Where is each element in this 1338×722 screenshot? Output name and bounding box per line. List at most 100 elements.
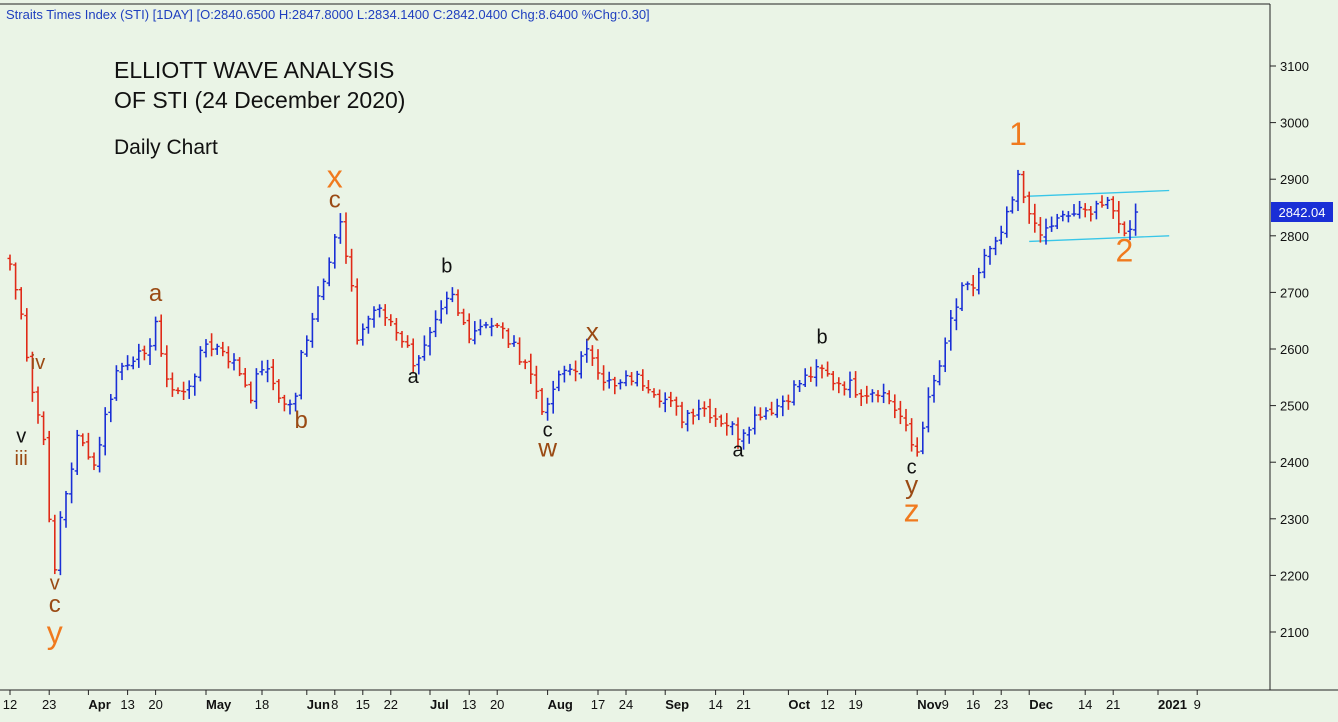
symbol-info-header: Straits Times Index (STI) [1DAY] [O:2840… (6, 7, 650, 22)
ohlc-bar (774, 398, 780, 418)
wave-label: a (732, 440, 744, 462)
ohlc-bar (998, 225, 1004, 245)
wave-label: x (327, 159, 343, 195)
ohlc-bar (892, 394, 898, 419)
ohlc-bar (914, 437, 920, 457)
ohlc-bar (550, 380, 556, 414)
x-tick-label: Oct (788, 697, 810, 712)
ohlc-bar (1093, 200, 1099, 220)
ohlc-bar (953, 298, 959, 331)
ohlc-bar (382, 304, 388, 326)
ohlc-bars (7, 169, 1139, 576)
ohlc-bar (1077, 200, 1083, 219)
ohlc-bar (449, 287, 455, 303)
y-tick-label: 2800 (1280, 229, 1309, 244)
x-tick-label: 22 (384, 697, 398, 712)
ohlc-bar (578, 351, 584, 379)
ohlc-bar (1071, 204, 1077, 217)
ohlc-bar (35, 386, 41, 424)
ohlc-bar (136, 343, 142, 368)
ohlc-bar (584, 338, 590, 363)
ohlc-bar (97, 436, 103, 473)
ohlc-bar (416, 355, 422, 375)
x-tick-label: 23 (42, 697, 56, 712)
ohlc-bar (248, 381, 254, 404)
ohlc-bar (539, 388, 545, 415)
ohlc-bar (293, 392, 299, 412)
ohlc-bar (724, 413, 730, 436)
ohlc-bar (937, 360, 943, 386)
ohlc-bar (494, 323, 500, 328)
ohlc-bar (1021, 170, 1027, 204)
ohlc-bar (791, 380, 797, 406)
x-tick-label: 20 (148, 697, 162, 712)
ohlc-bar (785, 394, 791, 410)
ohlc-bar (925, 387, 931, 433)
ohlc-bar (741, 429, 747, 450)
ohlc-bar (1082, 203, 1088, 218)
ohlc-bar (315, 286, 321, 322)
ohlc-bar (46, 430, 52, 523)
ohlc-bar (735, 417, 741, 449)
ohlc-bar (24, 308, 30, 362)
wave-label: a (149, 280, 163, 307)
ohlc-bar (7, 254, 13, 271)
ohlc-bar (1009, 196, 1015, 214)
ohlc-bar (573, 360, 579, 382)
x-tick-label: 2021 (1158, 697, 1187, 712)
x-tick-label: 16 (966, 697, 980, 712)
ohlc-bar (298, 350, 304, 400)
wave-label: b (441, 256, 452, 278)
ohlc-bar (545, 397, 551, 421)
ohlc-bar (746, 426, 752, 444)
ohlc-bar (91, 452, 97, 471)
y-tick-label: 2500 (1280, 399, 1309, 414)
ohlc-bar (500, 322, 506, 339)
ohlc-bar (612, 376, 618, 395)
ohlc-bar (197, 346, 203, 382)
ohlc-bar (438, 300, 444, 324)
ohlc-bar (253, 368, 259, 409)
ohlc-bar (433, 310, 439, 338)
ohlc-bar (80, 433, 86, 447)
x-tick-label: 23 (994, 697, 1008, 712)
ohlc-bar (214, 343, 220, 355)
ohlc-bar (85, 432, 91, 460)
y-tick-label: 2700 (1280, 285, 1309, 300)
ohlc-bar (909, 418, 915, 452)
ohlc-bar (920, 421, 926, 455)
ohlc-bar (259, 360, 265, 376)
ohlc-bar (343, 212, 349, 264)
wave-label: iii (15, 448, 28, 470)
ohlc-bar (326, 257, 332, 287)
consolidation-channel (1029, 189, 1170, 243)
wave-label: x (586, 317, 599, 347)
ohlc-bar (405, 335, 411, 348)
ohlc-bar (802, 368, 808, 388)
ohlc-bar (701, 401, 707, 417)
wave-label: b (816, 326, 827, 348)
y-tick-label: 2600 (1280, 342, 1309, 357)
ohlc-bar (561, 365, 567, 383)
ohlc-bar (1054, 213, 1060, 230)
ohlc-bar (444, 291, 450, 315)
ohlc-bar (203, 339, 209, 358)
ohlc-bar (959, 282, 965, 312)
x-tick-label: 13 (120, 697, 134, 712)
analysis-title-line-1: ELLIOTT WAVE ANALYSIS (114, 57, 394, 83)
ohlc-bar (634, 370, 640, 387)
ohlc-bar (511, 335, 517, 347)
ohlc-bar (1099, 195, 1105, 208)
ohlc-bar (1032, 203, 1038, 233)
ohlc-bar (175, 387, 181, 395)
ohlc-bar (869, 389, 875, 403)
ohlc-bar (881, 383, 887, 404)
ohlc-bar (1060, 210, 1066, 222)
channel-upper-line (1029, 189, 1170, 197)
last-price-tag-box (1271, 202, 1333, 222)
ohlc-bar (505, 328, 511, 349)
y-tick-label: 2200 (1280, 568, 1309, 583)
ohlc-bar (209, 333, 215, 357)
ohlc-bar (242, 367, 248, 388)
